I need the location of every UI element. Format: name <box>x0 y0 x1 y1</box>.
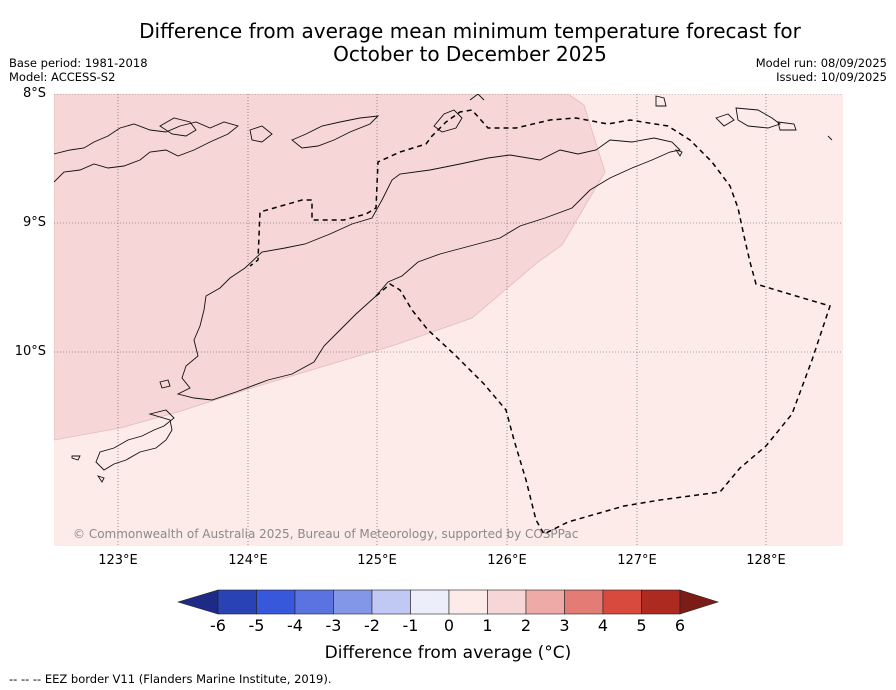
colorbar-tick-label: 5 <box>636 616 647 635</box>
eez-legend-note: -- -- -- EEZ border V11 (Flanders Marine… <box>9 672 332 686</box>
savu-island <box>71 455 81 461</box>
coastlines <box>54 94 833 483</box>
title-line-2: October to December 2025 <box>333 42 607 66</box>
lat-label-10s: 10°S <box>14 344 46 359</box>
lat-label-8s: 8°S <box>22 86 46 101</box>
atauro-island <box>433 109 463 133</box>
colorbar-tick-label: -2 <box>364 616 380 635</box>
chart-title: Difference from average mean minimum tem… <box>90 20 850 66</box>
wetar-islet <box>469 94 485 101</box>
copyright-notice: © Commonwealth of Australia 2025, Bureau… <box>73 527 579 541</box>
lakor-island <box>777 121 797 131</box>
leti-island <box>715 113 735 127</box>
lat-label-9s: 9°S <box>22 215 46 230</box>
colorbar-tick-label: 3 <box>559 616 570 635</box>
lon-label-123e: 123°E <box>98 553 138 568</box>
colorbar-tick-label: -5 <box>248 616 265 635</box>
ndao-islet <box>96 475 105 483</box>
colorbar-tick-label: 6 <box>674 616 686 635</box>
colorbar-tick-label: -6 <box>210 616 226 635</box>
lon-label-128e: 128°E <box>746 553 786 568</box>
model-run: Model run: 08/09/2025 <box>755 56 887 70</box>
base-period: Base period: 1981-2018 <box>9 56 148 70</box>
solor-island <box>159 117 197 137</box>
meta-left: Base period: 1981-2018 Model: ACCESS-S2 <box>9 56 148 84</box>
colorbar-title: Difference from average (°C) <box>324 643 572 663</box>
model-name: Model: ACCESS-S2 <box>9 70 116 84</box>
colorbar-tick-label: -4 <box>287 616 303 635</box>
eez-border <box>249 109 831 535</box>
semau-islet <box>159 379 171 389</box>
kisar-island <box>655 95 667 107</box>
eez-timor-leste <box>249 109 831 535</box>
colorbar-tick-label: 4 <box>597 616 609 635</box>
issued-date: Issued: 10/09/2025 <box>776 70 887 84</box>
pantar-island <box>249 125 273 143</box>
flores-coast <box>54 121 239 183</box>
lon-label-124e: 124°E <box>228 553 268 568</box>
timor-island <box>176 137 681 401</box>
lon-label-125e: 125°E <box>357 553 397 568</box>
lon-label-127e: 127°E <box>617 553 657 568</box>
lon-label-126e: 126°E <box>487 553 527 568</box>
rote-island <box>95 409 175 471</box>
alor-island <box>291 115 380 149</box>
anomaly-region-1-2 <box>54 94 606 441</box>
moa-island <box>735 107 781 129</box>
colorbar-tick-label: 1 <box>482 616 493 635</box>
title-line-1: Difference from average mean minimum tem… <box>139 19 801 43</box>
sermata-islet <box>827 135 833 141</box>
colorbar-tick-label: -1 <box>402 616 419 635</box>
meta-right: Model run: 08/09/2025 Issued: 10/09/2025 <box>756 56 887 84</box>
colorbar-tick-label: -3 <box>325 616 342 635</box>
colorbar-tick-label: 0 <box>443 616 455 635</box>
jaco-islet <box>674 149 683 157</box>
colorbar-tick-label: 2 <box>520 616 532 635</box>
